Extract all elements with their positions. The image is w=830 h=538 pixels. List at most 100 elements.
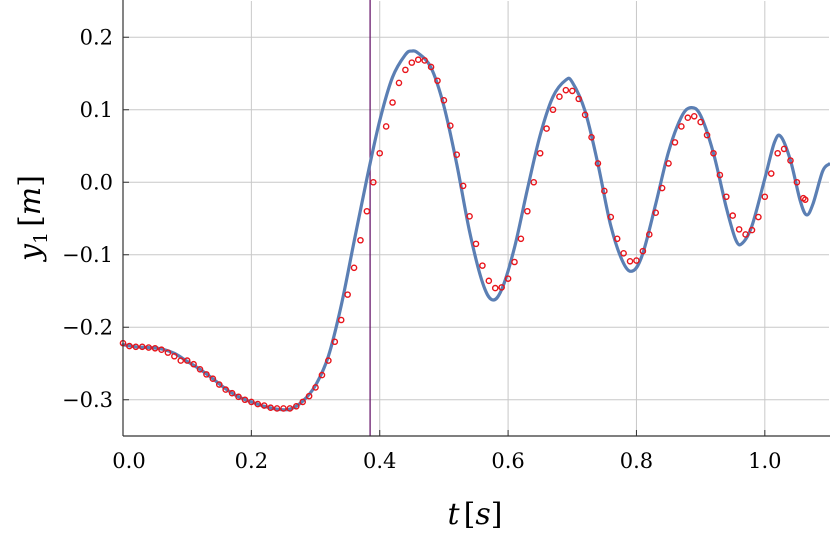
data-point xyxy=(748,226,756,234)
data-point xyxy=(684,114,692,122)
data-point xyxy=(504,275,512,282)
y-tick-label: −0.3 xyxy=(62,388,113,412)
data-point xyxy=(350,264,358,272)
data-point xyxy=(248,398,255,406)
data-point xyxy=(601,187,608,195)
x-tick-label: 1.0 xyxy=(748,449,781,473)
data-point xyxy=(716,171,724,179)
data-point xyxy=(389,99,396,106)
data-point xyxy=(382,123,390,130)
data-point xyxy=(742,231,749,238)
data-point xyxy=(337,316,345,324)
data-point xyxy=(697,118,704,126)
data-point xyxy=(613,235,621,243)
data-point xyxy=(459,182,467,190)
data-point xyxy=(729,212,737,219)
data-point xyxy=(138,343,146,351)
data-point xyxy=(678,123,685,130)
y-tick-label: −0.2 xyxy=(62,315,113,339)
data-point xyxy=(524,207,531,215)
data-point xyxy=(530,178,538,186)
data-point xyxy=(723,193,730,201)
data-point xyxy=(318,371,326,379)
data-point xyxy=(370,178,377,186)
data-point xyxy=(594,160,602,167)
data-point xyxy=(421,57,428,64)
data-point xyxy=(215,381,223,388)
data-point xyxy=(151,344,159,352)
y-tick-label: 0.2 xyxy=(80,25,113,49)
data-point xyxy=(581,111,589,119)
data-point xyxy=(793,178,801,186)
data-point xyxy=(414,56,422,64)
y-axis-label: y1[m] xyxy=(13,175,52,263)
data-point xyxy=(363,207,371,215)
data-point xyxy=(427,63,435,71)
data-point xyxy=(658,184,666,192)
data-point xyxy=(767,170,775,177)
data-point xyxy=(434,77,441,85)
data-point xyxy=(568,87,576,95)
x-tick-label: 0.8 xyxy=(620,449,653,473)
data-point xyxy=(222,386,229,393)
data-point xyxy=(344,291,351,298)
data-point xyxy=(652,209,660,216)
data-point xyxy=(254,400,262,408)
data-point xyxy=(472,240,480,248)
data-point xyxy=(690,112,698,120)
data-point xyxy=(280,405,287,412)
data-point xyxy=(395,79,403,87)
y-tick-label: 0.1 xyxy=(80,98,113,122)
x-tick-label: 0.2 xyxy=(235,449,268,473)
data-point xyxy=(536,149,544,157)
data-point xyxy=(665,160,672,167)
data-point xyxy=(466,213,473,220)
data-point xyxy=(171,352,178,360)
data-point xyxy=(633,257,640,264)
plot-frame xyxy=(122,0,830,437)
data-point xyxy=(196,365,204,373)
data-point xyxy=(703,131,711,139)
y-tick-label: 0.0 xyxy=(80,170,113,194)
y-tick-label: −0.1 xyxy=(62,243,113,267)
data-point xyxy=(549,106,557,114)
data-point xyxy=(312,384,319,391)
data-point xyxy=(556,93,563,100)
data-point xyxy=(286,405,294,412)
y-axis-ticks: 0.2 0.1 0.0 −0.1 −0.2 −0.3 xyxy=(62,25,129,412)
series-line xyxy=(121,49,830,412)
data-point xyxy=(357,236,364,244)
data-point xyxy=(145,344,152,351)
data-point xyxy=(626,257,634,265)
data-point xyxy=(260,402,268,409)
data-point xyxy=(305,392,313,400)
data-point xyxy=(132,343,140,351)
x-axis-ticks: 0.0 0.2 0.4 0.6 0.8 1.0 xyxy=(112,430,782,473)
data-point xyxy=(491,284,499,292)
data-point xyxy=(787,157,794,164)
data-point xyxy=(273,405,281,412)
data-point xyxy=(671,139,679,146)
x-tick-label: 0.4 xyxy=(363,449,396,473)
data-point xyxy=(331,338,339,346)
data-point xyxy=(292,402,300,410)
data-point xyxy=(235,393,242,401)
series-markers xyxy=(119,56,809,412)
data-point xyxy=(517,235,525,243)
data-point xyxy=(607,213,615,221)
data-point xyxy=(183,357,191,364)
data-point xyxy=(485,277,493,285)
data-point xyxy=(511,258,518,266)
data-point xyxy=(376,149,384,157)
data-point xyxy=(164,349,172,356)
x-tick-label: 0.0 xyxy=(112,449,145,473)
data-point xyxy=(203,371,210,378)
data-point xyxy=(645,231,653,238)
data-point xyxy=(543,125,550,132)
data-point xyxy=(710,149,717,157)
data-point xyxy=(209,375,217,383)
data-point xyxy=(158,346,165,354)
x-tick-label: 0.6 xyxy=(491,449,524,473)
data-point xyxy=(453,151,461,158)
data-point xyxy=(299,398,307,406)
